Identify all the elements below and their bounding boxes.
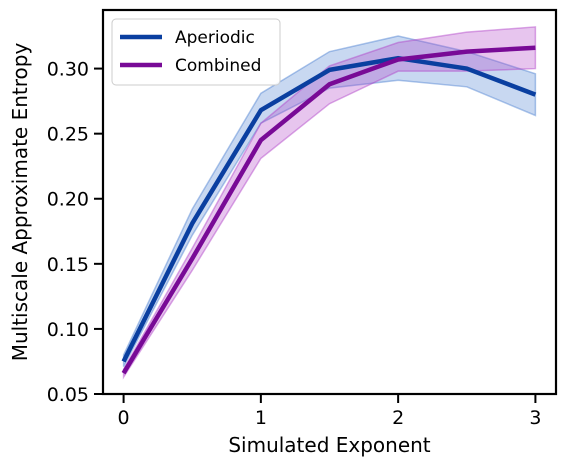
x-axis-ticks: 0 1 2 3 [118,394,541,429]
x-tick-label: 2 [392,407,404,429]
band-combined [122,26,537,380]
y-axis-ticks: 0.05 0.10 0.15 0.20 0.25 0.30 [47,59,103,406]
y-tick-label: 0.10 [47,319,89,341]
y-tick-label: 0.20 [47,189,89,211]
legend: Aperiodic Combined [111,18,281,86]
x-tick-label: 3 [529,407,541,429]
x-axis-title: Simulated Exponent [228,433,430,457]
y-tick-label: 0.15 [47,254,89,276]
y-axis-title: Multiscale Approximate Entropy [8,43,32,362]
x-tick-label: 1 [255,407,267,429]
x-tick-label: 0 [118,407,130,429]
line-aperiodic [121,55,537,363]
series-lines [121,45,537,375]
y-tick-label: 0.30 [47,59,89,81]
line-combined [121,45,536,375]
plot-frame [101,8,558,396]
legend-label-combined: Combined [175,56,261,76]
y-tick-label: 0.05 [47,384,89,406]
legend-label-aperiodic: Aperiodic [175,28,255,48]
y-tick-label: 0.25 [47,124,89,146]
